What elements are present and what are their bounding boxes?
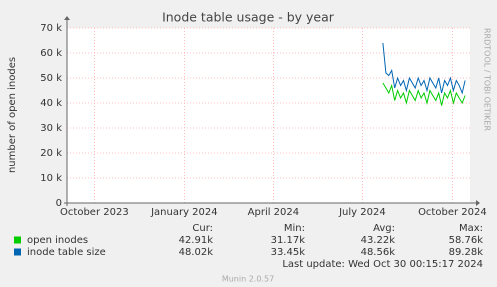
legend-stat: 58.76k: [449, 235, 484, 246]
legend-stat: 42.91k: [179, 235, 214, 246]
x-tick-label: July 2024: [338, 207, 386, 218]
plot-area: [67, 28, 470, 203]
series-line: [382, 42, 466, 95]
legend-stat: 48.02k: [179, 247, 214, 258]
y-tick-label: 20 k: [40, 148, 62, 159]
x-tick-label: January 2024: [150, 207, 218, 218]
y-tick-label: 50 k: [40, 73, 62, 84]
x-tick-label: October 2024: [418, 207, 487, 218]
axis-arrow: [476, 200, 480, 206]
legend-label: open inodes: [27, 235, 88, 246]
legend-header: Avg:: [373, 223, 395, 234]
y-axis-label: number of open inodes: [7, 57, 18, 173]
legend-stat: 48.56k: [361, 247, 396, 258]
y-tick-label: 70 k: [40, 23, 62, 34]
side-text: RRDTOOL / TOBI OETIKER: [483, 28, 492, 131]
legend-header: Cur:: [192, 223, 213, 234]
y-tick-label: 30 k: [40, 123, 62, 134]
chart-title: Inode table usage - by year: [162, 10, 335, 25]
legend-swatch: [14, 236, 21, 244]
series-line: [382, 82, 466, 106]
legend-stat: 31.17k: [271, 235, 306, 246]
x-tick-label: October 2023: [60, 207, 129, 218]
legend-stat: 43.22k: [361, 235, 396, 246]
footer: Munin 2.0.57: [222, 275, 274, 284]
legend-swatch: [14, 248, 21, 256]
last-update: Last update: Wed Oct 30 00:15:17 2024: [282, 259, 483, 270]
y-tick-label: 10 k: [40, 173, 62, 184]
y-tick-label: 0: [56, 198, 62, 209]
legend-stat: 33.45k: [271, 247, 306, 258]
y-tick-label: 40 k: [40, 98, 62, 109]
y-tick-label: 60 k: [40, 48, 62, 59]
axis-arrow: [64, 16, 70, 20]
legend-header: Min:: [284, 223, 305, 234]
x-tick-label: April 2024: [248, 207, 299, 218]
legend-label: inode table size: [27, 247, 106, 258]
legend-header: Max:: [459, 223, 483, 234]
legend-stat: 89.28k: [449, 247, 484, 258]
